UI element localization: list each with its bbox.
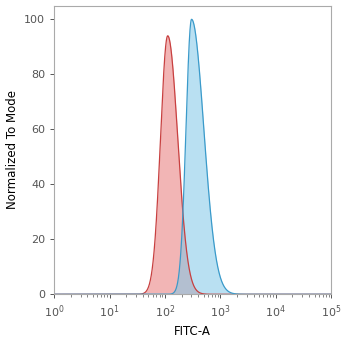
X-axis label: FITC-A: FITC-A: [174, 325, 211, 338]
Y-axis label: Normalized To Mode: Normalized To Mode: [6, 90, 18, 209]
